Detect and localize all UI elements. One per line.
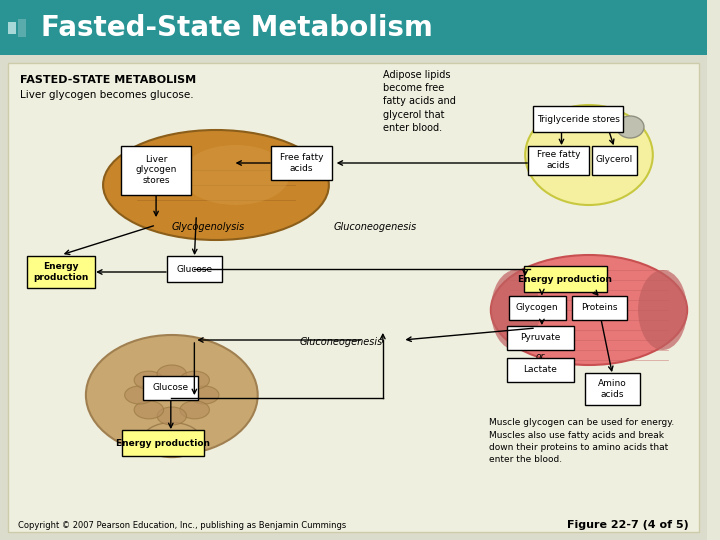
FancyBboxPatch shape [592, 146, 637, 175]
Text: FASTED-STATE METABOLISM: FASTED-STATE METABOLISM [19, 75, 196, 85]
Text: Figure 22-7 (4 of 5): Figure 22-7 (4 of 5) [567, 520, 689, 530]
Text: Energy production: Energy production [518, 274, 613, 284]
Bar [0, 55, 707, 540]
Bar [18, 18, 25, 37]
FancyBboxPatch shape [121, 146, 192, 195]
Bar [8, 22, 16, 33]
Ellipse shape [143, 422, 202, 457]
Text: Gluconeogenesis: Gluconeogenesis [334, 222, 417, 232]
Text: Glucose: Glucose [176, 265, 212, 273]
Text: Energy production: Energy production [116, 438, 210, 448]
FancyBboxPatch shape [27, 256, 95, 288]
Text: Amino
acids: Amino acids [598, 379, 627, 399]
Ellipse shape [134, 401, 163, 419]
FancyBboxPatch shape [528, 146, 589, 175]
Ellipse shape [491, 270, 540, 350]
Text: Glycogen: Glycogen [516, 303, 558, 313]
Ellipse shape [157, 365, 186, 383]
FancyBboxPatch shape [533, 106, 624, 132]
FancyBboxPatch shape [572, 296, 627, 320]
Text: Glucose: Glucose [153, 383, 189, 393]
FancyBboxPatch shape [585, 373, 640, 405]
Text: Copyright © 2007 Pearson Education, Inc., publishing as Benjamin Cummings: Copyright © 2007 Pearson Education, Inc.… [18, 521, 346, 530]
FancyBboxPatch shape [524, 266, 607, 292]
Text: Glycogenolysis: Glycogenolysis [172, 222, 245, 232]
Ellipse shape [125, 386, 154, 404]
Text: or: or [535, 352, 544, 361]
Text: Lactate: Lactate [523, 366, 557, 375]
Ellipse shape [180, 371, 210, 389]
Ellipse shape [181, 145, 289, 205]
Text: Gluconeogenesis: Gluconeogenesis [300, 337, 382, 347]
Text: Proteins: Proteins [582, 303, 618, 313]
Ellipse shape [134, 371, 163, 389]
FancyBboxPatch shape [143, 376, 198, 400]
FancyBboxPatch shape [507, 326, 575, 350]
Ellipse shape [180, 401, 210, 419]
Bar [27, 14, 35, 42]
Ellipse shape [525, 105, 653, 205]
FancyBboxPatch shape [122, 430, 204, 456]
Ellipse shape [189, 386, 219, 404]
Text: Energy
production: Energy production [33, 262, 89, 282]
Text: Fasted-State Metabolism: Fasted-State Metabolism [41, 14, 433, 42]
Text: Free fatty
acids: Free fatty acids [537, 150, 580, 170]
Ellipse shape [157, 407, 186, 425]
Text: Triglyceride stores: Triglyceride stores [537, 114, 620, 124]
Text: Liver glycogen becomes glucose.: Liver glycogen becomes glucose. [19, 90, 193, 100]
Text: Free fatty
acids: Free fatty acids [279, 153, 323, 173]
FancyBboxPatch shape [0, 0, 707, 55]
Text: Adipose lipids
become free
fatty acids and
glycerol that
enter blood.: Adipose lipids become free fatty acids a… [383, 70, 456, 133]
FancyBboxPatch shape [167, 256, 222, 282]
Text: Liver
glycogen
stores: Liver glycogen stores [135, 155, 177, 185]
Ellipse shape [638, 270, 687, 350]
FancyBboxPatch shape [271, 146, 332, 180]
FancyBboxPatch shape [507, 358, 575, 382]
Text: Glycerol: Glycerol [596, 156, 633, 165]
FancyBboxPatch shape [508, 296, 567, 320]
Ellipse shape [103, 130, 329, 240]
Ellipse shape [491, 255, 687, 365]
Text: Muscle glycogen can be used for energy.
Muscles also use fatty acids and break
d: Muscle glycogen can be used for energy. … [489, 418, 674, 464]
Ellipse shape [616, 116, 644, 138]
Bar [8, 63, 699, 532]
Ellipse shape [86, 335, 258, 455]
Text: Pyruvate: Pyruvate [520, 334, 560, 342]
